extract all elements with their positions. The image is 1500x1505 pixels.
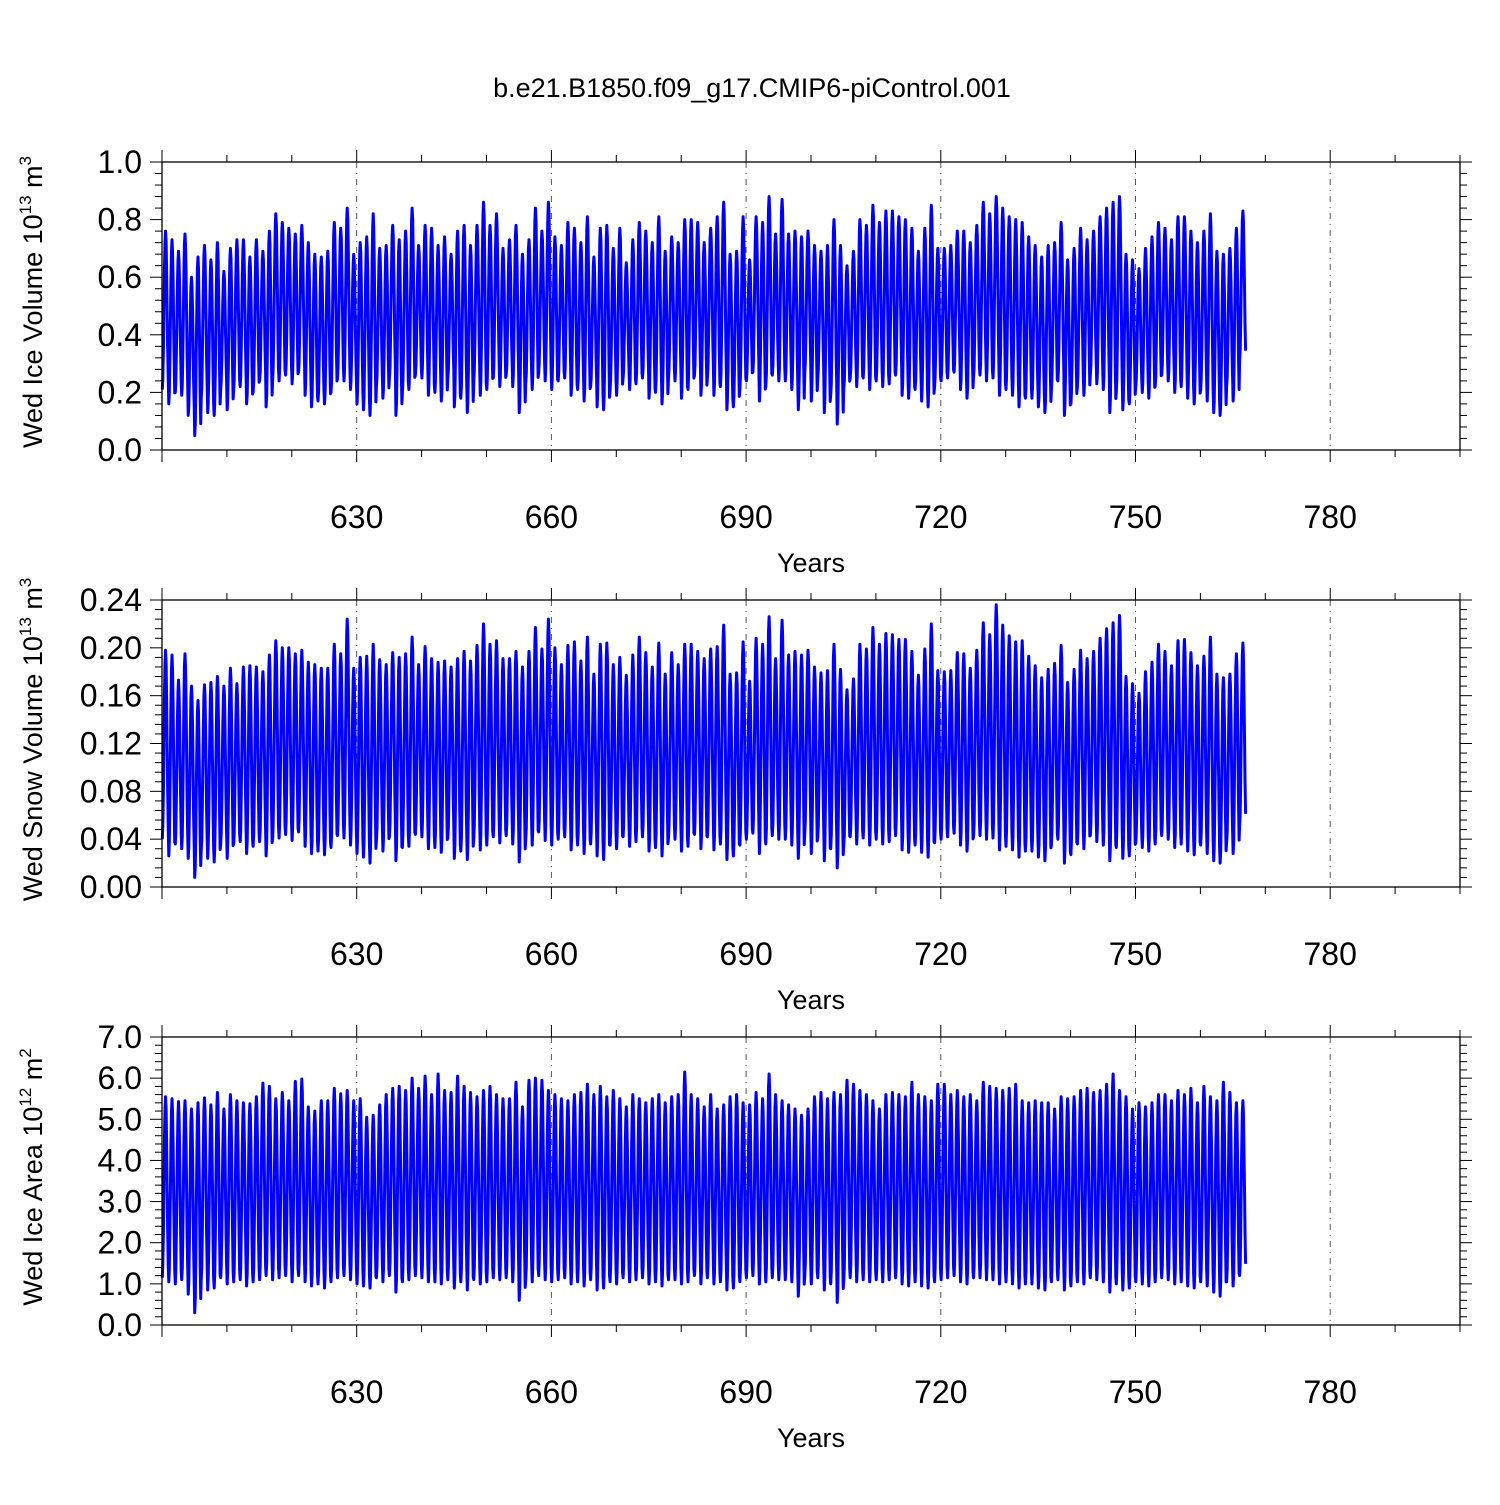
y-tick-label: 0.8 [98, 202, 142, 238]
y-tick-label: 0.00 [80, 869, 142, 905]
y-tick-label: 2.0 [98, 1225, 142, 1261]
y-tick-label: 0.12 [80, 726, 142, 762]
y-axis-label: Wed Snow Volume 1013 m3 [16, 578, 48, 902]
y-tick-label: 0.20 [80, 630, 142, 666]
panel-2: 630 660 690 720 750 780 Years 0.00 0.04 0.08 0.12 0… [16, 578, 1472, 1015]
y-tick-label: 0.24 [80, 582, 142, 618]
y-axis-label-exponent: 12 [16, 1088, 35, 1107]
y-tick-label: 0.2 [98, 374, 142, 410]
x-tick-label: 630 [330, 936, 383, 972]
x-axis-label: Years [777, 1423, 845, 1453]
y-tick-label: 1.0 [98, 1266, 142, 1302]
data-line [160, 603, 1248, 879]
x-tick-label: 660 [525, 499, 578, 535]
y-tick-label: 4.0 [98, 1142, 142, 1178]
y-tick-label: 5.0 [98, 1101, 142, 1137]
y-axis-label-text: Wed Ice Volume 10 [18, 214, 48, 448]
y-axis-label-text: m [18, 587, 48, 617]
y-tick-label: 1.0 [98, 144, 142, 180]
x-tick-label: 780 [1304, 936, 1357, 972]
x-tick-label: 660 [525, 936, 578, 972]
y-tick-label: 0.04 [80, 821, 142, 857]
x-axis-label: Years [777, 985, 845, 1015]
x-tick-label: 750 [1109, 936, 1162, 972]
y-axis-label: Wed Ice Area 1012 m2 [16, 1048, 48, 1306]
y-tick-label: 0.16 [80, 678, 142, 714]
x-tick-label: 630 [330, 1374, 383, 1410]
x-tick-label: 720 [914, 499, 967, 535]
y-tick-label: 0.4 [98, 317, 142, 353]
y-axis-label: Wed Ice Volume 1013 m3 [16, 156, 48, 448]
y-tick-label: 6.0 [98, 1060, 142, 1096]
y-axis-label-text: Wed Ice Area 10 [18, 1107, 48, 1306]
y-axis-label-text: m [18, 1058, 48, 1088]
x-tick-label: 690 [719, 936, 772, 972]
y-axis-label-exponent: 2 [16, 1048, 35, 1057]
x-tick-label: 720 [914, 936, 967, 972]
y-axis-label-text: m [18, 165, 48, 195]
data-line [160, 1070, 1248, 1315]
y-tick-label: 0.0 [98, 432, 142, 468]
x-tick-label: 720 [914, 1374, 967, 1410]
data-line [160, 195, 1248, 438]
y-axis-label-exponent: 3 [16, 156, 35, 165]
x-tick-label: 780 [1304, 499, 1357, 535]
y-axis-label-text: Wed Snow Volume 10 [18, 636, 48, 901]
y-tick-label: 3.0 [98, 1184, 142, 1220]
x-tick-label: 690 [719, 499, 772, 535]
panel-1: 630 660 690 720 750 780 Years 0.0 0.2 0.4 0.6 0.8 1.… [16, 144, 1472, 578]
panel-3: 630 660 690 720 750 780 Years 0.0 1.0 2.0 3.0 4.0 5.… [16, 1019, 1472, 1453]
y-axis-label-exponent: 3 [16, 578, 35, 587]
x-axis-label: Years [777, 548, 845, 578]
x-tick-label: 690 [719, 1374, 772, 1410]
x-tick-label: 630 [330, 499, 383, 535]
y-tick-label: 7.0 [98, 1019, 142, 1055]
figure-title: b.e21.B1850.f09_g17.CMIP6-piControl.001 [493, 73, 1011, 103]
x-tick-label: 780 [1304, 1374, 1357, 1410]
x-tick-label: 750 [1109, 1374, 1162, 1410]
x-tick-label: 660 [525, 1374, 578, 1410]
y-axis-label-exponent: 13 [16, 617, 35, 636]
y-tick-label: 0.08 [80, 773, 142, 809]
y-axis-label-exponent: 13 [16, 195, 35, 214]
y-tick-label: 0.6 [98, 259, 142, 295]
x-tick-label: 750 [1109, 499, 1162, 535]
y-tick-label: 0.0 [98, 1307, 142, 1343]
